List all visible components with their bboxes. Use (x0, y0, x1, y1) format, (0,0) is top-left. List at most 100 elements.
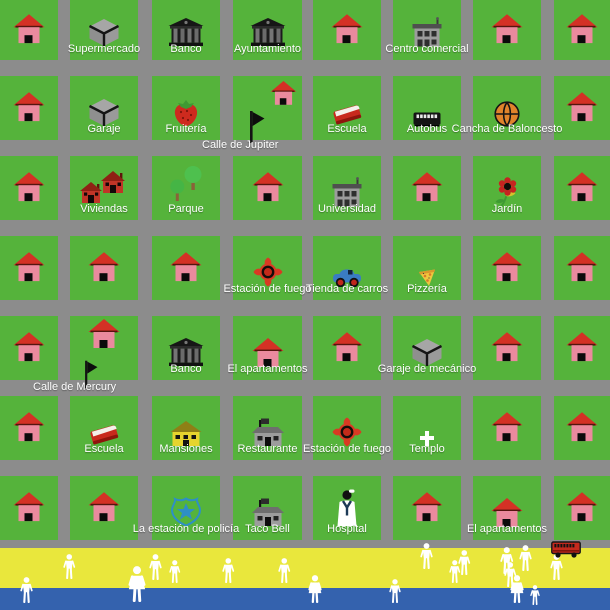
block-label: Restaurante (237, 443, 298, 455)
city-block (473, 396, 541, 460)
fire-station-badge-icon (332, 417, 362, 447)
city-block-el-apartamentos[interactable]: El apartamentos (467, 476, 547, 540)
block-label: Jardín (491, 203, 523, 215)
cube-store-icon (88, 98, 120, 127)
block-label: La estación de policía (132, 523, 240, 535)
city-block-universidad[interactable]: Universidad (313, 156, 381, 220)
street-name-label-jupiter: Calle de Jupiter (202, 139, 279, 151)
block-label: Hospital (327, 523, 367, 535)
city-block-la-estaci-n-de-polic-a[interactable]: La estación de policía (133, 476, 239, 540)
city-block-centro-comercial[interactable]: Centro comercial (385, 0, 469, 60)
house-icon (88, 318, 121, 348)
sea-water (0, 588, 610, 610)
city-block-hospital[interactable]: Hospital (313, 476, 381, 540)
city-block (554, 76, 610, 140)
block-label: Garaje de mecánico (377, 363, 477, 375)
flower-icon (494, 177, 521, 207)
house-icon (13, 331, 46, 362)
house-icon (566, 13, 599, 44)
city-block-ayuntamiento[interactable]: Ayuntamiento (233, 0, 302, 60)
park-trees-icon (166, 165, 206, 207)
city-block-tienda-de-carros[interactable]: Tienda de carros (306, 236, 388, 300)
block-label: Centro comercial (385, 43, 469, 55)
block-label: El apartamentos (227, 363, 308, 375)
city-block-parque[interactable]: Parque (152, 156, 220, 220)
city-block-pizzer-a[interactable]: Pizzería (393, 236, 461, 300)
person-icon (20, 577, 33, 603)
bank-building-icon (168, 338, 205, 367)
house-icon (251, 337, 284, 367)
house-icon (88, 251, 121, 282)
city-block-banco[interactable]: Banco (152, 0, 220, 60)
city-block-el-apartamentos[interactable]: El apartamentos (227, 316, 308, 380)
block-label: Garaje (87, 123, 121, 135)
car-icon (332, 263, 363, 287)
restaurant-building-icon (251, 418, 285, 447)
house-icon (411, 491, 444, 522)
house-icon (13, 411, 46, 442)
block-label: Supermercado (67, 43, 141, 55)
city-block-banco[interactable]: Banco (152, 316, 220, 380)
mansion-icon (170, 420, 203, 447)
city-block (554, 236, 610, 300)
city-block-escuela[interactable]: Escuela (313, 76, 381, 140)
house-icon (331, 331, 364, 362)
street-flag-icon (79, 359, 98, 389)
house-icon (331, 13, 364, 44)
block-label: Autobus (406, 123, 448, 135)
temple-cross-icon (419, 430, 435, 447)
city-block-estaci-n-de-fuego[interactable]: Estación de fuego (303, 396, 391, 460)
cube-store-icon (411, 338, 443, 367)
street-flag-icon (243, 109, 265, 144)
house-icon (13, 251, 46, 282)
block-label: Escuela (327, 123, 367, 135)
school-book-icon (89, 421, 119, 447)
house-icon (13, 13, 46, 44)
city-block-templo[interactable]: Templo (393, 396, 461, 460)
person-icon (222, 558, 235, 583)
block-label: Estación de fuego (302, 443, 392, 455)
city-block-garaje-de-mec-nico[interactable]: Garaje de mecánico (378, 316, 476, 380)
bus-icon (413, 111, 442, 127)
block-label: Banco (170, 363, 202, 375)
city-block (233, 156, 302, 220)
block-label: Viviendas (80, 203, 128, 215)
city-block-viviendas[interactable]: Viviendas (70, 156, 138, 220)
city-block-estaci-n-de-fuego[interactable]: Estación de fuego (223, 236, 312, 300)
person-icon (389, 579, 401, 603)
city-block-autobus[interactable]: Autobus (393, 76, 461, 140)
block-label: Banco (170, 43, 202, 55)
city-block-restaurante[interactable]: Restaurante (233, 396, 302, 460)
block-label: Fruitería (165, 123, 207, 135)
person-icon (128, 566, 146, 602)
city-block-escuela[interactable]: Escuela (70, 396, 138, 460)
house-icon (411, 171, 444, 202)
city-block-taco-bell[interactable]: Taco Bell (233, 476, 302, 540)
city-block (554, 476, 610, 540)
block-label: Escuela (84, 443, 124, 455)
house-icon (88, 491, 121, 522)
city-block-supermercado[interactable]: Supermercado (67, 0, 141, 60)
city-block-cancha-de-baloncesto[interactable]: Cancha de Baloncesto (452, 76, 562, 140)
person-icon (308, 575, 322, 603)
house-icon (170, 251, 203, 282)
house-icon (13, 171, 46, 202)
fire-station-badge-icon (253, 257, 283, 287)
city-block (313, 0, 381, 60)
office-building-icon (411, 17, 444, 47)
basketball-icon (494, 101, 520, 127)
city-block-fruiter-a[interactable]: Fruitería (152, 76, 220, 140)
block-label: Tienda de carros (305, 283, 389, 295)
person-icon (530, 585, 540, 605)
city-block-jard-n[interactable]: Jardín (473, 156, 541, 220)
bank-building-icon (168, 18, 205, 47)
city-block (0, 236, 58, 300)
city-block-mansiones[interactable]: Mansiones (152, 396, 220, 460)
block-label: Templo (409, 443, 445, 455)
city-block-garaje[interactable]: Garaje (70, 76, 138, 140)
person-icon (149, 554, 162, 580)
house-icon (13, 91, 46, 122)
city-block (393, 476, 461, 540)
block-label: Parque (168, 203, 204, 215)
school-book-icon (332, 101, 362, 127)
